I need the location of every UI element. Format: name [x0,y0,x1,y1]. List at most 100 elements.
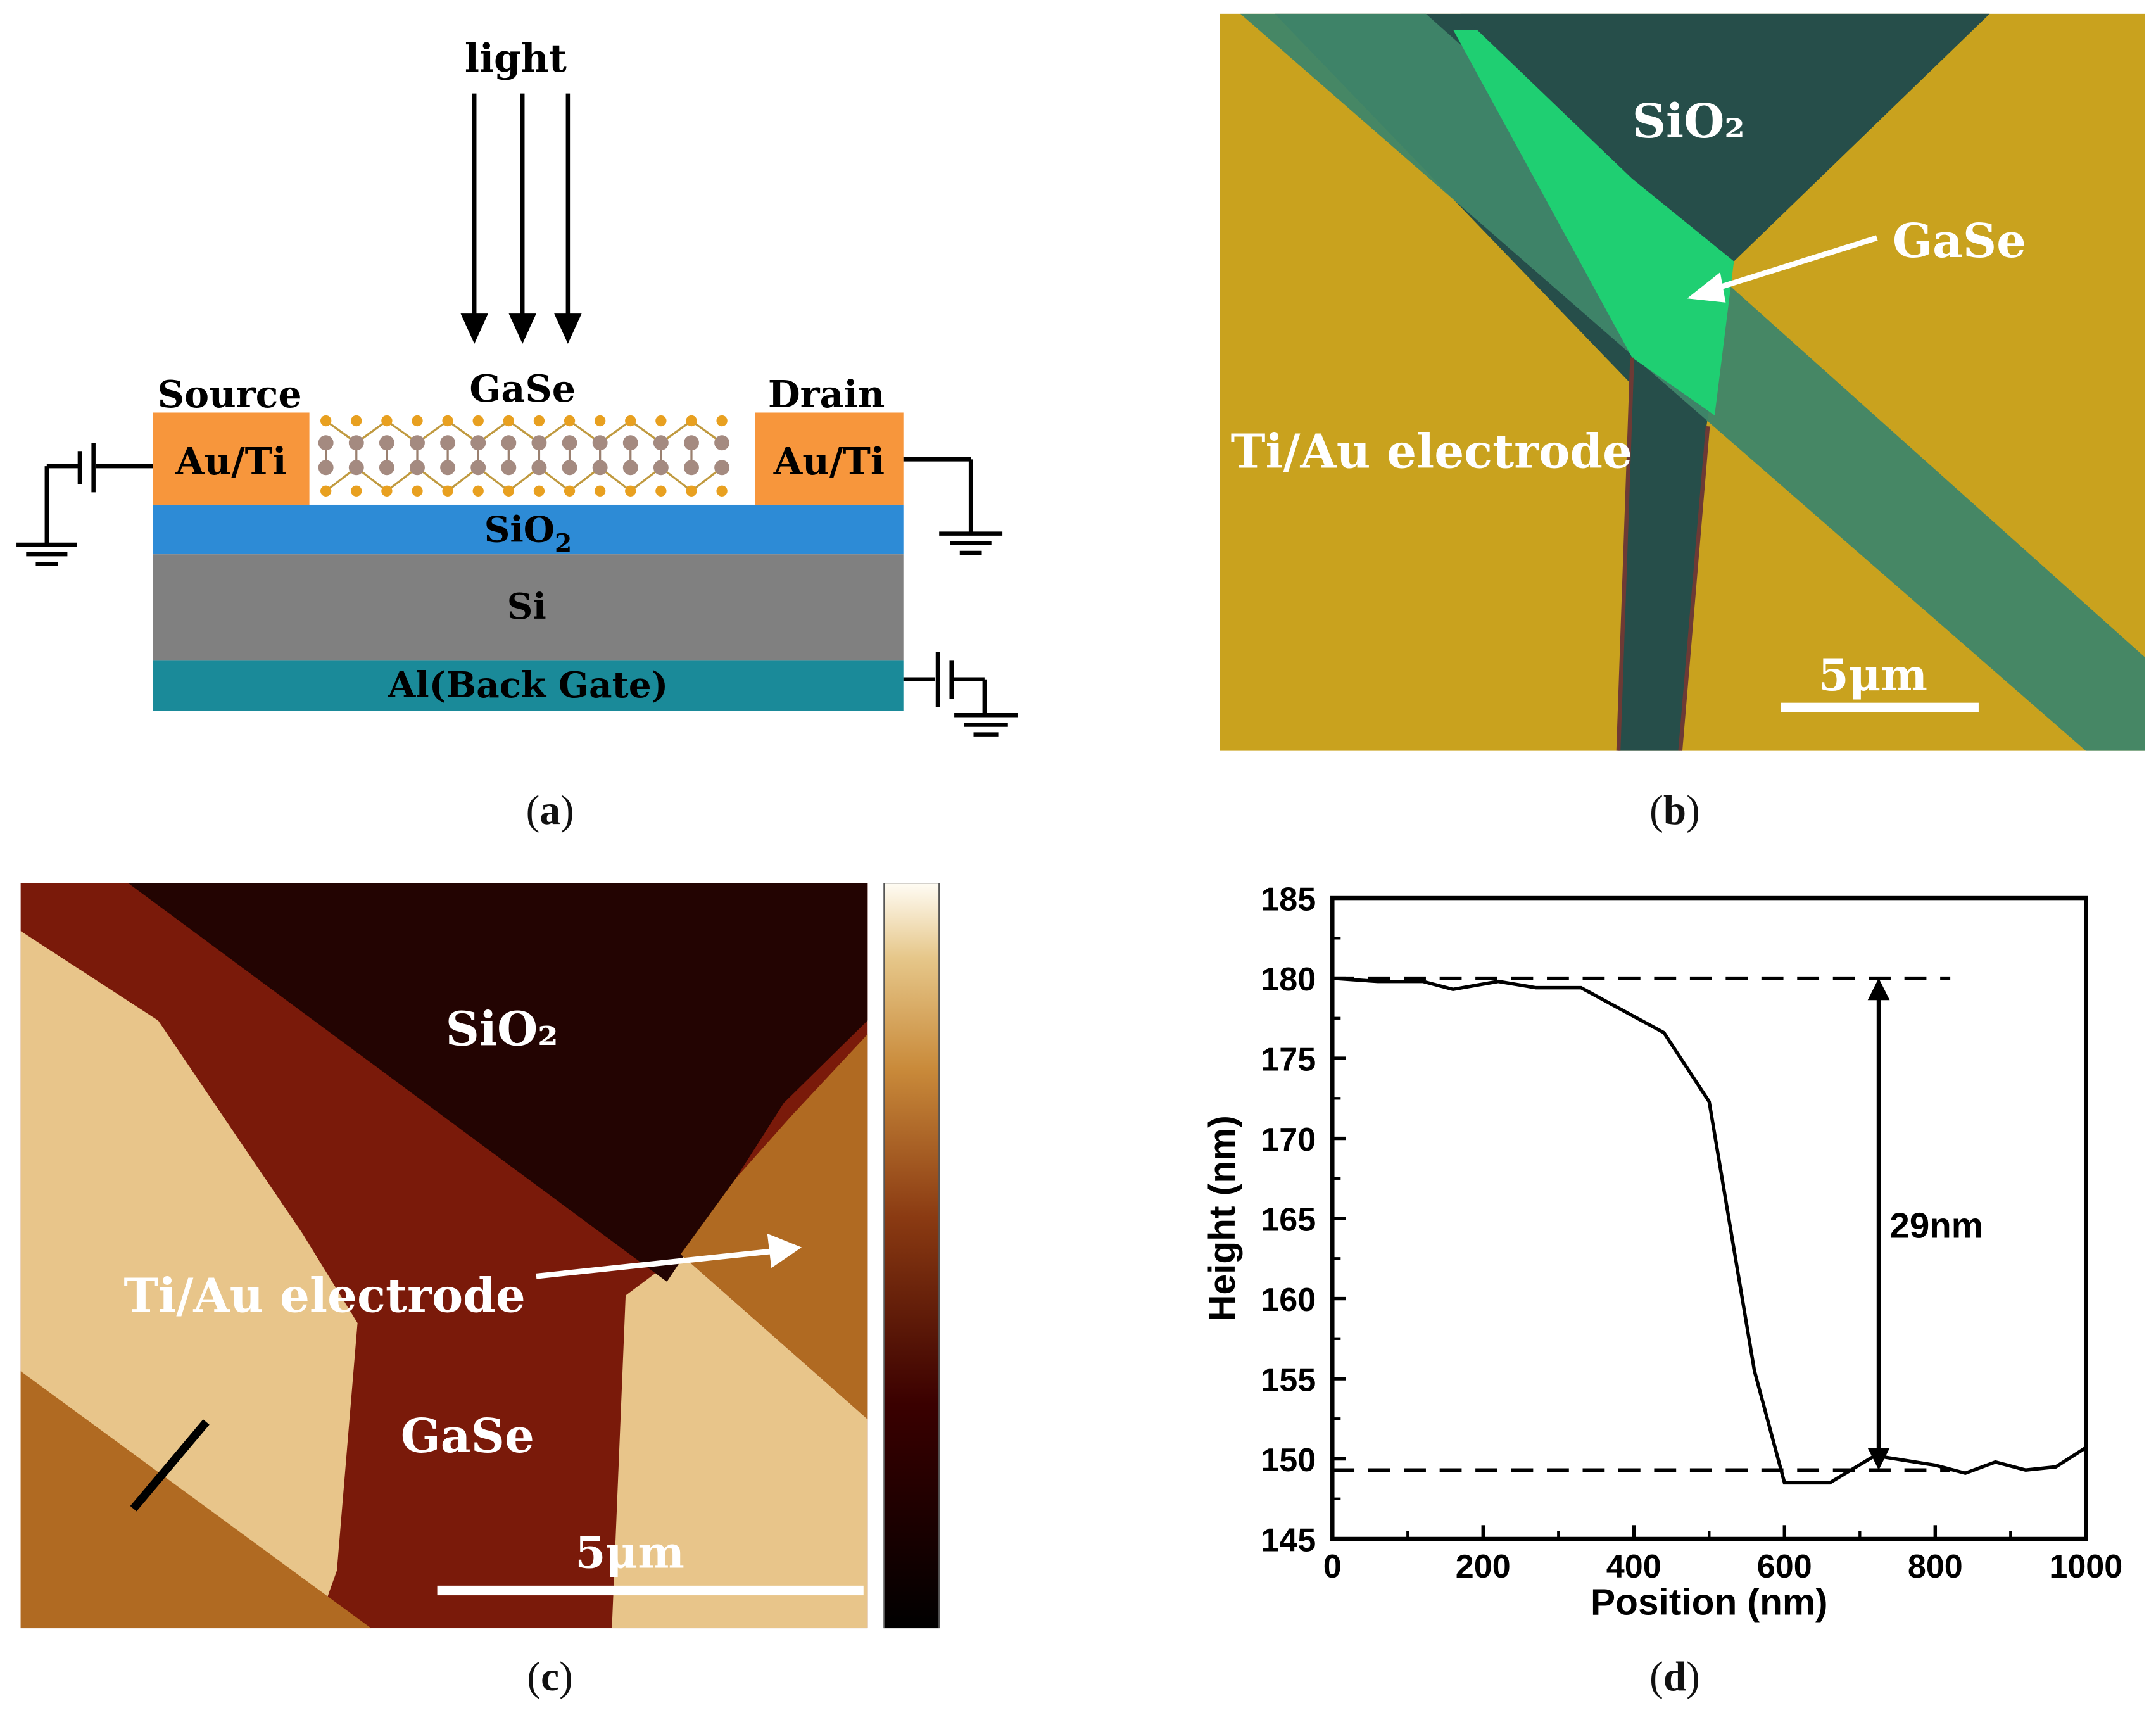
x-tick-label: 1000 [2049,1548,2122,1585]
ga-atom [653,435,669,451]
ga-atom [562,460,577,476]
x-axis-ticks: 0 200 400 600 800 1000 [1323,1525,2122,1585]
x-tick-label: 400 [1606,1548,1661,1585]
se-atom [412,485,423,497]
ga-atom [684,460,699,476]
electrode-label: Ti/Au electrode [1231,424,1632,479]
ga-atom [348,460,364,476]
se-atom [716,415,728,427]
y-tick-label: 165 [1261,1202,1316,1239]
se-atom [503,485,515,497]
se-atom [625,415,636,427]
x-tick-label: 0 [1323,1548,1342,1585]
ga-atom [470,460,486,476]
scale-bar-label: 5μm [575,1528,684,1579]
source-contact-label: Au/Ti [175,440,286,483]
sio2-label: SiO₂ [446,1002,558,1056]
ga-atom [440,435,456,451]
light-arrowhead-1 [460,313,488,344]
ga-atom [410,435,425,451]
y-tick-label: 175 [1261,1042,1316,1079]
profile-line-marker [130,1419,210,1512]
se-atom [351,485,362,497]
electrode-right-light [612,1254,868,1629]
electrode-top-rough [680,1034,868,1420]
panel-c-afm-image: SiO₂ Ti/Au electrode GaSe 5μm [20,883,940,1629]
y-tick-label: 145 [1261,1522,1316,1559]
ga-atom [714,435,730,451]
gase-lattice [318,415,730,497]
ga-atom [318,460,334,476]
x-tick-label: 600 [1757,1548,1812,1585]
panel-b-micrograph: SiO₂ GaSe Ti/Au electrode 5μm [1220,13,2145,751]
step-arrow-head-down [1867,1448,1890,1471]
oxide-layer [153,504,904,555]
ga-atom [562,435,577,451]
panel-c-label: (c) [527,1654,573,1700]
panel-d-height-profile: 145 150 155 160 165 170 175 180 185 0 200 400 600 80… [1202,882,2122,1623]
panel-d-label: (d) [1649,1654,1700,1700]
gase-bright-region [1453,30,1734,415]
drain-ground [903,457,1003,555]
height-profile-line [1332,976,2087,1485]
se-atom [351,415,362,427]
se-atom [716,485,728,497]
ga-atom [501,460,517,476]
x-tick-label: 800 [1908,1548,1963,1585]
channel-label: GaSe [469,367,576,410]
x-axis-title: Position (nm) [1591,1581,1828,1623]
y-axis-title: Height (nm) [1202,1115,1243,1322]
se-atom [412,415,423,427]
electrode-edge-left [1616,357,1634,751]
ga-atom [531,435,547,451]
step-height-annotation: 29nm [1867,978,1983,1471]
se-atom [442,415,453,427]
step-height-label: 29nm [1889,1206,1983,1246]
electrode-arrow-head [767,1233,802,1268]
y-tick-label: 150 [1261,1442,1316,1479]
se-atom [503,415,515,427]
se-atom [533,415,545,427]
drain-label: Drain [768,372,885,416]
gate-layer-label: Al(Back Gate) [387,664,668,706]
se-atom [594,485,606,497]
source-contact [153,412,310,505]
se-atom [442,485,453,497]
panel-a-label: (a) [526,788,574,833]
se-atom [594,415,606,427]
ga-atom [684,435,699,451]
sio2-region [127,883,868,1282]
substrate-layer [153,554,904,661]
se-atom [320,415,332,427]
scale-bar-label: 5μm [1818,650,1927,701]
se-atom [655,485,667,497]
gase-label: GaSe [401,1409,534,1464]
drain-contact [755,412,904,505]
ga-atom [440,460,456,476]
source-label: Source [158,372,302,416]
ga-atom [348,435,364,451]
se-atom [381,485,393,497]
se-atom [472,485,484,497]
y-tick-label: 185 [1261,882,1316,918]
drain-contact-label: Au/Ti [773,440,885,483]
sio2-label: SiO₂ [1632,94,1745,149]
ga-atom [531,460,547,476]
y-tick-label: 160 [1261,1282,1316,1319]
ga-atom [592,460,608,476]
se-atom [564,485,576,497]
y-tick-label: 170 [1261,1122,1316,1158]
sio2-gap-top [1460,13,1990,262]
se-atom [655,415,667,427]
reference-lines [1332,976,1951,1472]
gase-label: GaSe [1893,214,2026,269]
ga-atom [622,435,638,451]
panel-a-schematic: light Source GaSe Drain Au/Ti Au/Ti SiO2… [16,36,1018,737]
gase-arrow-head [1687,272,1726,303]
ga-atom [379,460,394,476]
gate-layer [153,660,904,711]
electrode-label: Ti/Au electrode [123,1269,525,1324]
oxide-layer-label: SiO2 [484,509,572,558]
ga-atom [592,435,608,451]
